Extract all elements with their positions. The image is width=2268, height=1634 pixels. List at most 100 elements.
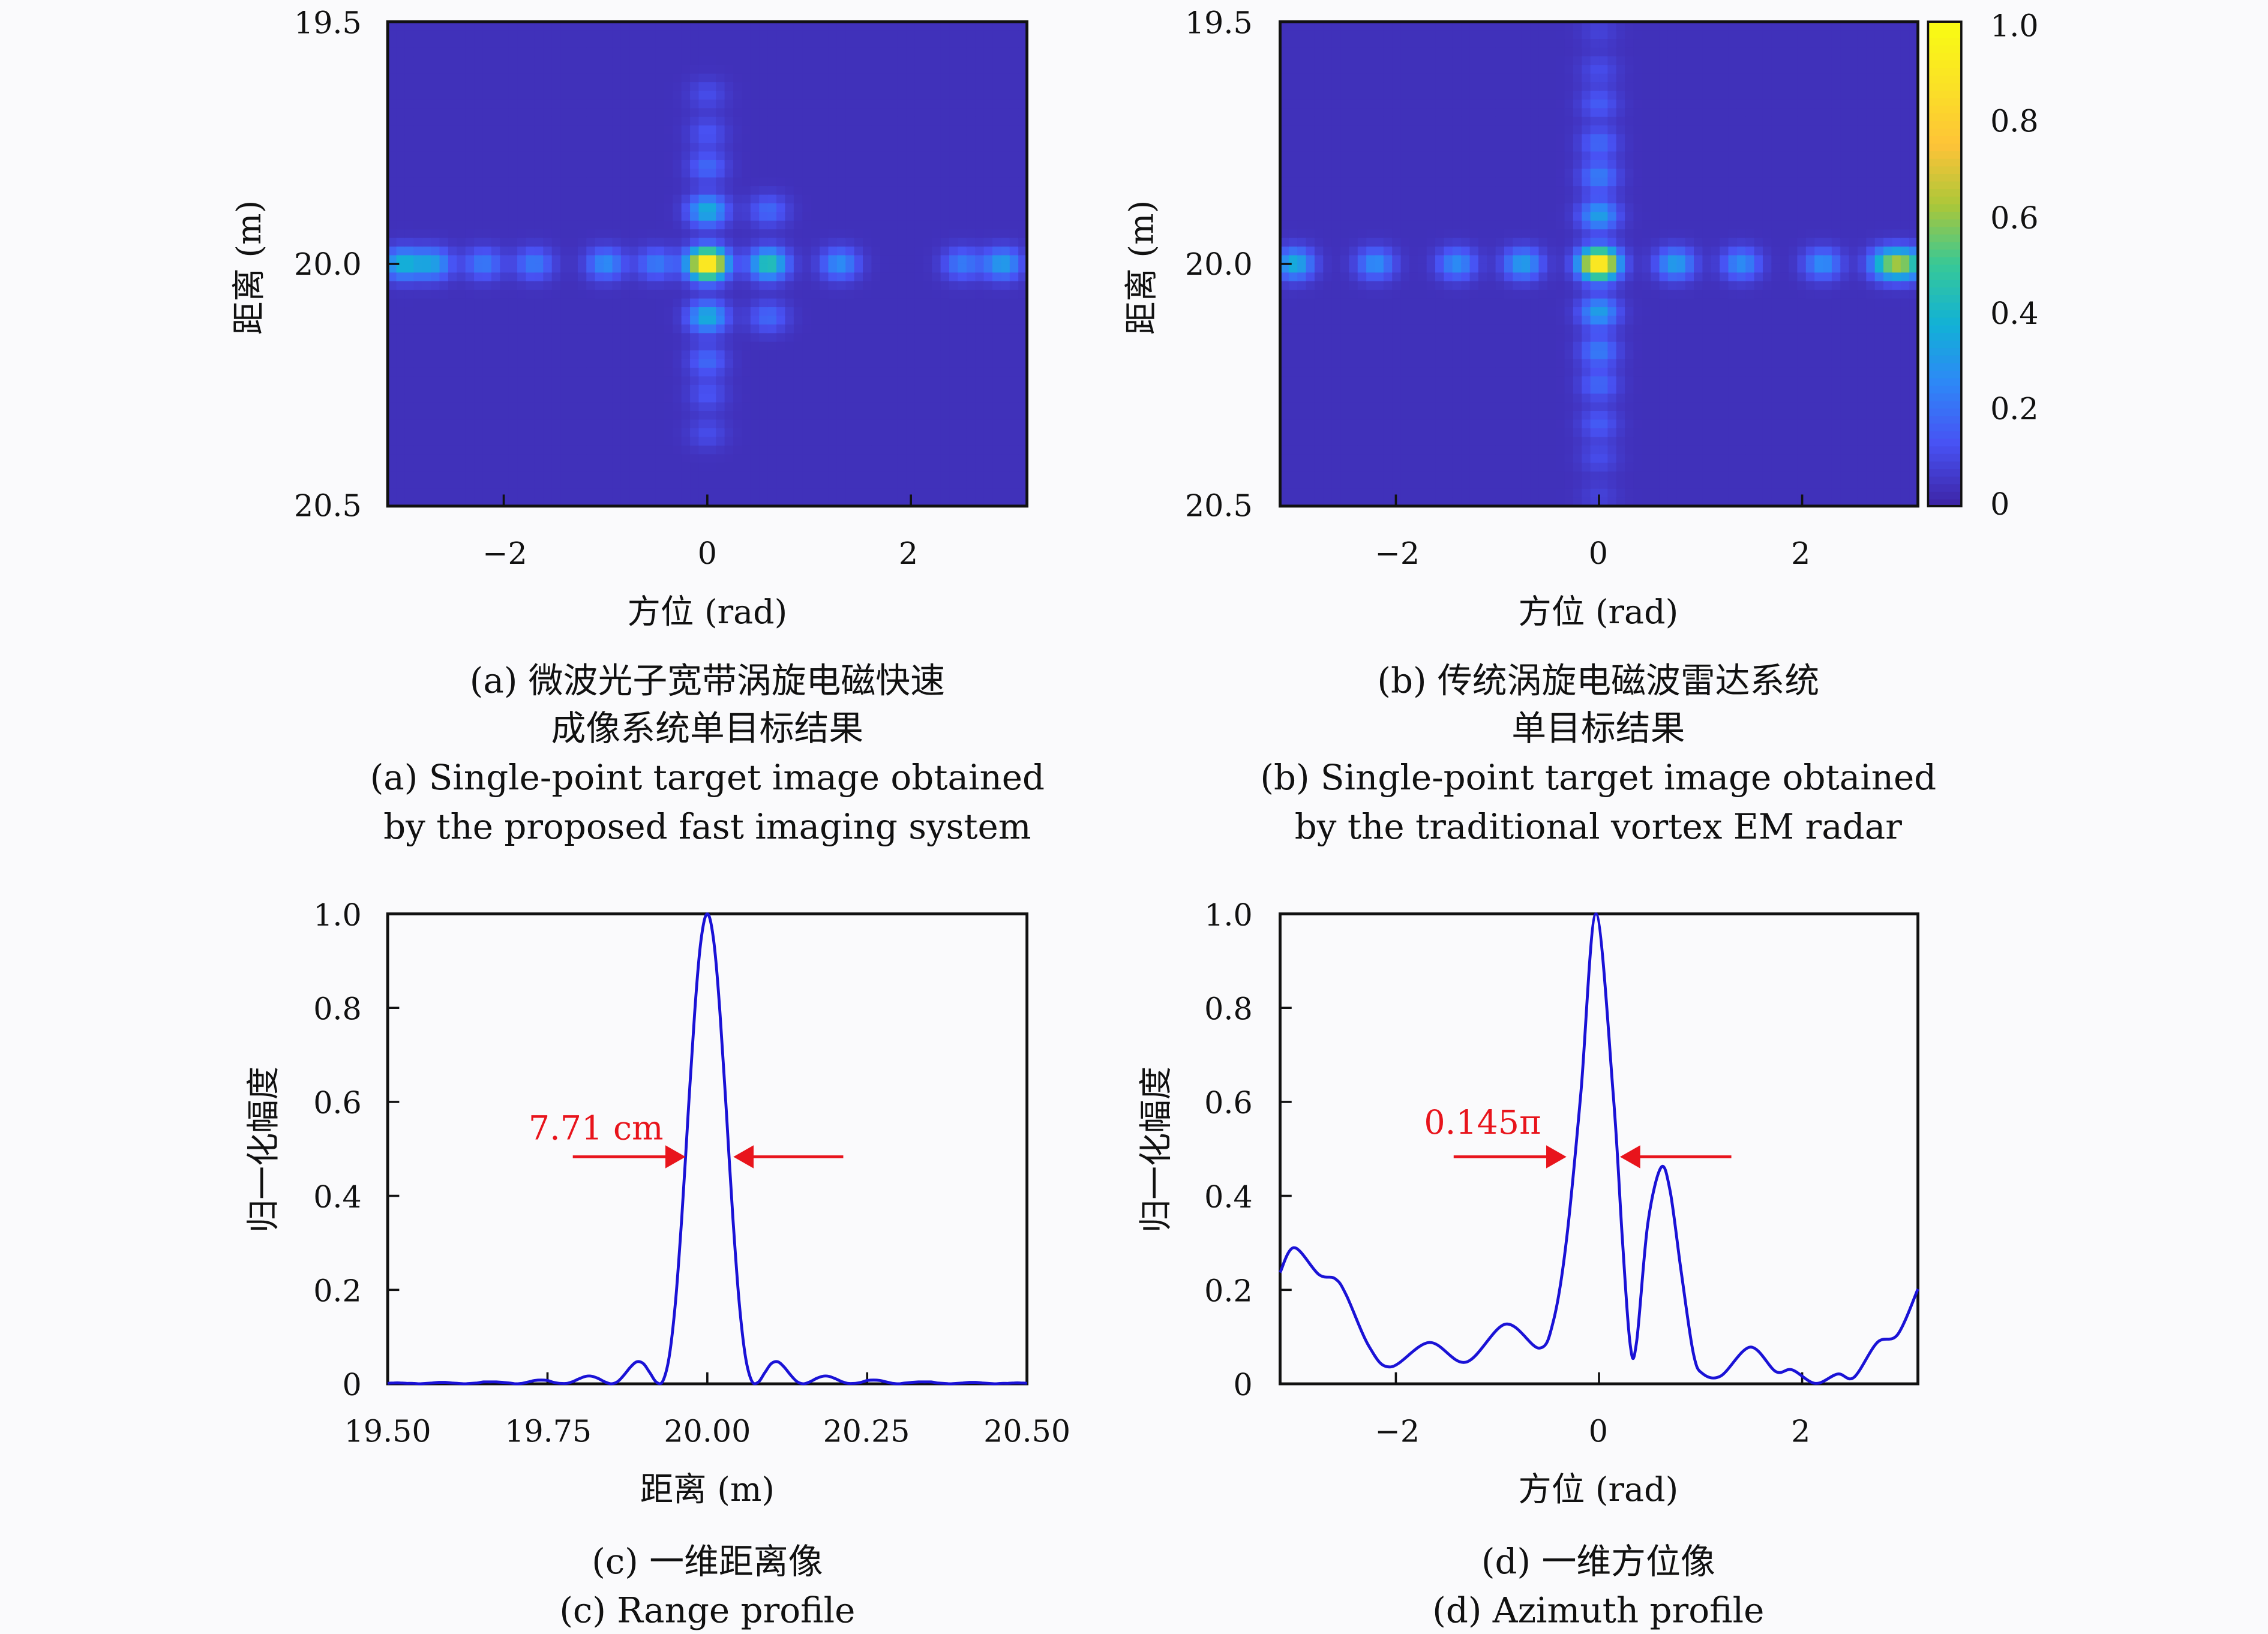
heatmap-cell [664,445,674,455]
heatmap-cell [1357,272,1367,283]
heatmap-cell [733,160,743,170]
heatmap-cell [500,186,510,196]
heatmap-cell [733,316,743,326]
heatmap-cell [681,376,691,386]
heatmap-cell [820,143,829,152]
heatmap-cell [508,22,518,32]
heatmap-cell [1357,333,1367,343]
heatmap-cell [543,247,553,256]
heatmap-cell [1288,65,1298,75]
heatmap-cell [396,341,406,352]
heatmap-cell [517,99,527,109]
heatmap-cell [863,316,872,326]
heatmap-cell [940,47,950,58]
heatmap-cell [647,220,656,230]
heatmap-cell [612,47,622,58]
heatmap-cell [431,437,440,447]
heatmap-cell [482,65,493,75]
heatmap-cell [793,134,803,144]
heatmap-cell [966,437,976,447]
heatmap-cell [776,480,786,490]
heatmap-cell [1340,212,1350,222]
heatmap-cell [880,341,890,352]
heatmap-cell [785,402,795,412]
heatmap-cell [1280,488,1290,498]
heatmap-cell [482,39,493,49]
heatmap-cell [526,160,536,170]
heatmap-cell [1018,376,1028,386]
heatmap-cell [690,134,700,144]
heatmap-cell [914,177,925,187]
heatmap-cell [491,238,501,248]
heatmap-cell [975,47,985,58]
heatmap-cell [647,247,656,256]
heatmap-cell [1009,454,1019,464]
heatmap-cell [750,116,760,127]
heatmap-cell [586,454,596,464]
heatmap-cell [534,203,544,213]
heatmap-cell [595,367,605,377]
heatmap-cell [767,454,778,464]
heatmap-cell [638,212,648,222]
heatmap-cell [569,125,579,136]
heatmap-cell [526,82,536,92]
heatmap-cell [551,480,562,490]
heatmap-cell [629,212,640,222]
heatmap-cell [880,99,890,109]
heatmap-cell [1288,471,1298,481]
heatmap-cell [863,419,872,429]
heatmap-cell [733,39,743,49]
heatmap-cell [698,22,709,32]
heatmap-cell [716,462,726,473]
heatmap-cell [1383,316,1393,326]
heatmap-cell [889,290,899,300]
heatmap-cell [975,263,985,274]
heatmap-cell [526,419,536,429]
heatmap-cell [1288,307,1298,317]
heatmap-cell [845,39,856,49]
heatmap-cell [707,143,717,152]
heatmap-cell [958,411,968,420]
heatmap-cell [517,194,527,205]
heatmap-cell [474,419,484,429]
heatmap-cell [811,333,821,343]
heatmap-cell [966,394,976,404]
heatmap-cell [543,116,553,127]
heatmap-cell [906,47,916,58]
heatmap-cell [992,281,1002,291]
heatmap-cell [604,480,613,490]
heatmap-cell [543,359,553,369]
heatmap-cell [1331,56,1342,66]
heatmap-cell [949,437,959,447]
heatmap-cell [776,82,786,92]
heatmap-cell [923,394,933,404]
heatmap-cell [465,428,475,438]
heatmap-cell [586,402,596,412]
heatmap-cell [655,359,665,369]
heatmap-cell [1009,212,1019,222]
heatmap-cell [759,203,769,213]
heatmap-cell [655,177,665,187]
heatmap-cell [880,134,890,144]
heatmap-cell [871,350,881,361]
heatmap-cell [638,359,648,369]
heatmap-cell [724,143,734,152]
heatmap-cell [707,402,717,412]
heatmap-cell [742,47,752,58]
heatmap-cell [1280,376,1290,386]
heatmap-cell [793,91,803,101]
heatmap-cell [1306,263,1316,274]
heatmap-cell [465,220,475,230]
heatmap-cell [690,437,700,447]
heatmap-cell [966,298,976,308]
heatmap-cell [1323,116,1333,127]
heatmap-cell [620,462,631,473]
heatmap-cell [1306,324,1316,334]
heatmap-cell [845,238,856,248]
heatmap-cell [439,203,449,213]
heatmap-cell [413,151,424,161]
heatmap-cell [767,272,778,283]
heatmap-cell [793,263,803,274]
heatmap-cell [1297,272,1307,283]
heatmap-cell [1340,497,1350,507]
